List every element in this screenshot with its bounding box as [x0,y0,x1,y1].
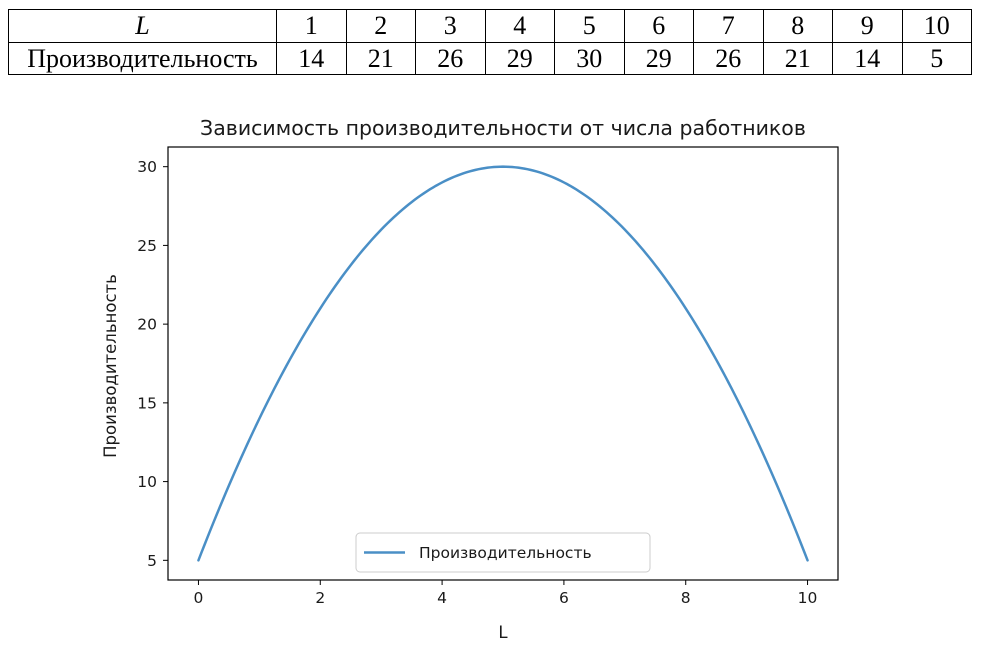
table-row-productivity: Производительность 14 21 26 29 30 29 26 … [8,41,972,75]
table-cell: 3 [415,9,486,43]
table-cell: 6 [623,9,694,43]
row-header-l: L [8,9,277,43]
y-tick-label: 5 [147,552,157,570]
y-axis-label: Производительность [101,274,120,458]
table-cell: 14 [832,41,903,75]
y-tick-label: 30 [137,158,157,176]
table-cell: 2 [345,9,416,43]
table-cell: 29 [623,41,694,75]
chart-title: Зависимость производительности от числа … [200,116,806,140]
line-chart: Зависимость производительности от числа … [101,116,839,642]
x-tick-label: 6 [559,589,569,607]
y-tick-label: 15 [137,394,157,412]
table-cell: 10 [901,9,972,43]
table-cell: 7 [693,9,764,43]
table-cell: 26 [693,41,764,75]
axis-ticks: 0 2 4 6 8 10 5 10 15 20 25 30 [137,158,817,607]
table-row-l: L 1 2 3 4 5 6 7 8 9 10 [8,9,972,43]
table-cell: 9 [832,9,903,43]
x-tick-label: 10 [798,589,818,607]
table-cell: 4 [484,9,555,43]
table-cell: 30 [554,41,625,75]
row-header-productivity: Производительность [8,41,277,75]
series-line [197,165,809,562]
y-tick-label: 20 [137,316,157,334]
series-group [197,165,809,562]
y-tick-label: 25 [137,237,157,255]
data-table: L 1 2 3 4 5 6 7 8 9 10 Производительност… [8,9,972,75]
table-cell: 1 [276,9,347,43]
table-cell: 8 [762,9,833,43]
table-cell: 14 [276,41,347,75]
x-tick-label: 8 [681,589,691,607]
plot-frame [167,146,839,581]
table-cell: 21 [762,41,833,75]
x-tick-label: 4 [437,589,447,607]
table-cell: 5 [554,9,625,43]
x-axis-label: L [498,623,508,642]
y-tick-label: 10 [137,473,157,491]
legend-box [355,532,651,573]
table-cell: 26 [415,41,486,75]
legend-label: Производительность [419,544,592,562]
x-tick-label: 2 [315,589,325,607]
table-cell: 21 [345,41,416,75]
x-tick-label: 0 [194,589,204,607]
table-cell: 29 [484,41,555,75]
legend: Производительность [355,532,651,573]
table-cell: 5 [901,41,972,75]
